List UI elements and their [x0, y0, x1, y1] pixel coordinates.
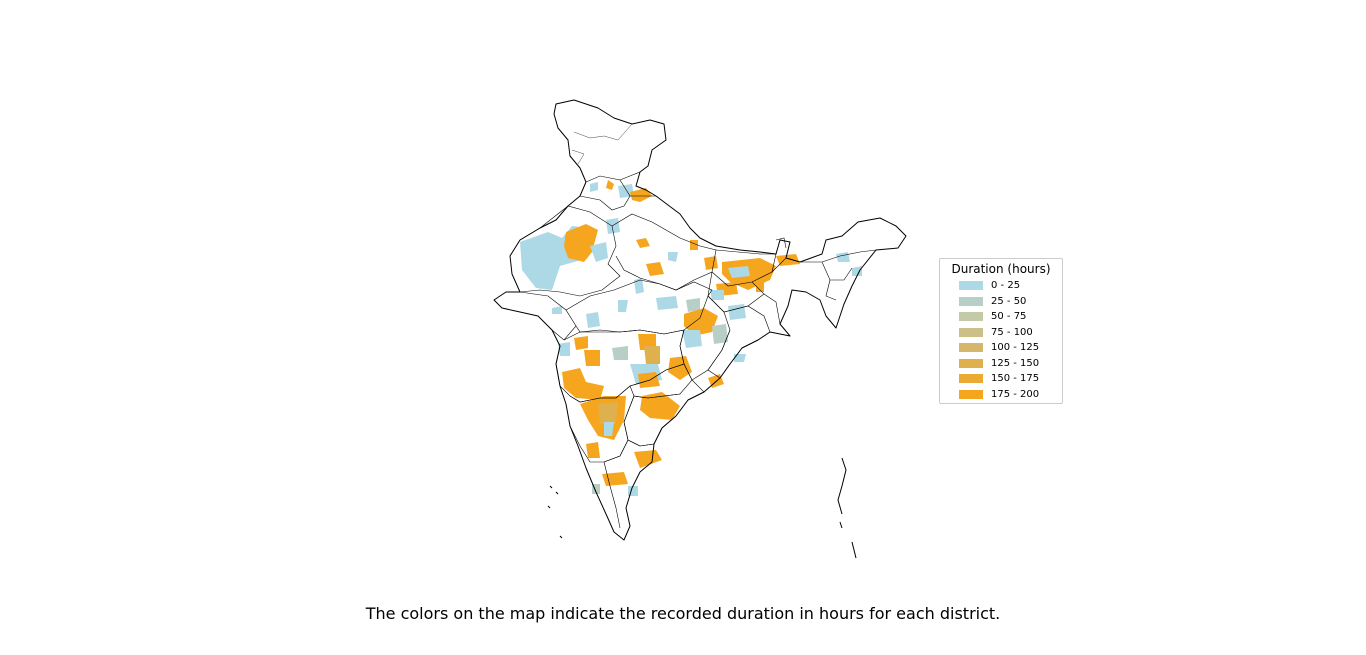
- legend-swatch: [959, 343, 983, 353]
- district-up-west-orange: [636, 238, 650, 248]
- district-punjab-blue: [590, 182, 598, 192]
- tn-kerala-boundary: [603, 439, 655, 529]
- district-odisha-blue: [728, 304, 746, 320]
- island-chain: [837, 457, 857, 559]
- northeast-boundaries: [800, 249, 877, 301]
- district-up-orange-2: [646, 262, 664, 276]
- district-karnataka-blue: [604, 422, 614, 436]
- district-maha-ochre: [644, 346, 660, 364]
- legend-swatch: [959, 327, 983, 337]
- legend-swatch: [959, 389, 983, 399]
- district-karnataka-ochre: [598, 402, 618, 424]
- karnataka-boundary: [569, 385, 635, 463]
- legend-swatch: [959, 312, 983, 322]
- district-maha-orange-2: [584, 350, 600, 366]
- rajasthan-boundary: [519, 205, 621, 297]
- legend-title: Duration (hours): [951, 262, 1051, 276]
- legend-row: 125 - 150: [944, 356, 1058, 372]
- legend-label: 50 - 75: [991, 311, 1027, 323]
- legend-row: 150 - 175: [944, 371, 1058, 387]
- legend-row: 75 - 100: [944, 325, 1058, 341]
- district-odisha-blue-2: [734, 354, 746, 362]
- district-ap-orange-cluster: [640, 392, 680, 420]
- district-chhattisgarh-blue: [682, 330, 702, 348]
- legend-swatch: [959, 358, 983, 368]
- district-mp-blue-2: [634, 278, 644, 294]
- sikkim-boundary: [775, 237, 787, 249]
- district-mp-blue-4: [618, 300, 628, 312]
- westbengal-boundary: [763, 257, 787, 325]
- legend-swatch: [959, 281, 983, 291]
- district-jharkhand-blue: [710, 290, 724, 300]
- district-northeast-orange: [776, 254, 800, 266]
- district-maha-orange-1: [574, 336, 588, 350]
- jk-ladakh-boundary: [573, 123, 633, 141]
- district-himachal-blue: [618, 184, 634, 198]
- legend-label: 175 - 200: [991, 388, 1040, 400]
- district-westbengal-orange: [756, 282, 764, 292]
- district-karnataka-orange-2: [586, 442, 600, 458]
- legend-row: 100 - 125: [944, 340, 1058, 356]
- district-fills: [520, 180, 862, 496]
- district-haryana-blue: [606, 218, 620, 234]
- up-boundary: [611, 213, 717, 291]
- figure-caption: The colors on the map indicate the recor…: [365, 604, 1001, 623]
- district-up-blue: [668, 252, 678, 262]
- legend-row: 25 - 50: [944, 294, 1058, 310]
- district-punjab-orange: [606, 180, 614, 190]
- legend-row: 175 - 200: [944, 387, 1058, 403]
- punjab-boundary: [579, 175, 631, 211]
- state-boundaries: [519, 123, 877, 529]
- district-maha-teal: [612, 346, 628, 360]
- legend-label: 75 - 100: [991, 326, 1033, 338]
- jk-internal-line: [571, 149, 585, 165]
- district-northeast-blue: [836, 252, 850, 262]
- district-rajasthan-blue-2: [590, 242, 608, 262]
- legend-row: 0 - 25: [944, 278, 1058, 294]
- district-bihar-orange-2: [704, 256, 718, 270]
- odisha-boundary: [707, 305, 771, 379]
- district-maha-orange-5: [562, 368, 604, 400]
- district-chhattisgarh-teal: [712, 324, 728, 344]
- district-bihar-blue: [728, 266, 750, 278]
- district-maha-orange-4: [668, 356, 692, 380]
- district-mp-blue: [656, 296, 678, 310]
- district-chhattisgarh-orange: [684, 308, 718, 336]
- legend-row: 50 - 75: [944, 309, 1058, 325]
- district-mp-teal: [686, 298, 700, 312]
- district-tn-orange: [634, 450, 662, 468]
- district-gujarat-blue-2: [558, 342, 570, 356]
- district-tn-blue: [628, 486, 638, 496]
- district-uttarakhand-orange: [630, 188, 652, 202]
- map-legend: Duration (hours) 0 - 25 25 - 50 50 - 75 …: [939, 258, 1063, 404]
- legend-swatch: [959, 296, 983, 306]
- legend-label: 0 - 25: [991, 280, 1021, 292]
- legend-label: 25 - 50: [991, 295, 1027, 307]
- district-gujarat-blue: [552, 306, 562, 314]
- gujarat-boundary: [519, 291, 577, 341]
- legend-label: 100 - 125: [991, 342, 1040, 354]
- district-rajasthan-orange: [564, 224, 598, 262]
- district-northeast-blue-2: [852, 266, 862, 276]
- legend-rows: 0 - 25 25 - 50 50 - 75 75 - 100 100 - 12…: [944, 278, 1058, 402]
- legend-label: 125 - 150: [991, 357, 1040, 369]
- himachal-uttarakhand-boundary: [619, 171, 656, 197]
- legend-label: 150 - 175: [991, 373, 1040, 385]
- legend-swatch: [959, 374, 983, 384]
- lakshadweep-dots: [547, 485, 563, 539]
- district-tn-orange-2: [602, 472, 628, 486]
- district-mp-blue-3: [586, 312, 600, 328]
